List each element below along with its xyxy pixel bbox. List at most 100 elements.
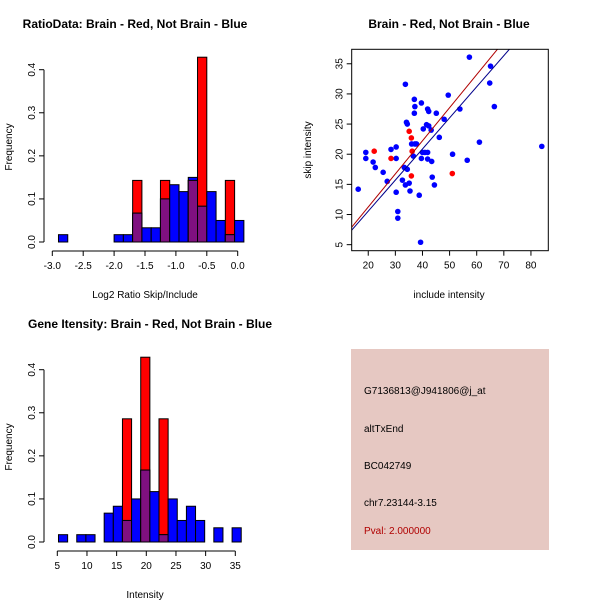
plot-box	[351, 48, 549, 252]
point-not-brain	[538, 143, 545, 150]
bar-not-brain	[176, 519, 187, 543]
y-tick-label: 0.2	[27, 448, 38, 462]
bar-not-brain	[57, 234, 69, 243]
bar-not-brain	[112, 505, 123, 543]
point-not-brain	[411, 110, 418, 117]
x-tick-label: 30	[390, 261, 402, 272]
point-not-brain	[363, 155, 369, 162]
point-not-brain	[425, 123, 432, 129]
bar-not-brain	[85, 534, 96, 543]
point-not-brain	[407, 188, 413, 194]
intensity-histogram: Gene Itensity: Brain - Red, Not Brain - …	[4, 317, 272, 600]
probe-id: G7136813@J941806@j_at	[364, 386, 486, 397]
point-not-brain	[418, 100, 425, 106]
x-tick-label: -1.0	[167, 261, 185, 272]
point-not-brain	[466, 54, 473, 60]
y-tick-label: 5	[335, 241, 346, 247]
intensity-histogram-xlabel: Intensity	[126, 590, 163, 600]
point-not-brain	[464, 157, 471, 164]
intensity-histogram-ylabel: Frequency	[4, 423, 15, 470]
point-not-brain	[416, 192, 423, 199]
bar-overlap	[121, 519, 133, 543]
bar-overlap	[158, 534, 169, 543]
y-tick-label: 35	[335, 58, 346, 70]
y-tick-label: 0.0	[27, 535, 38, 549]
point-not-brain	[388, 146, 394, 153]
bar-not-brain	[169, 184, 180, 243]
x-tick-label: 25	[170, 561, 182, 572]
x-tick-label: 35	[230, 561, 242, 572]
bar-not-brain	[206, 191, 217, 243]
point-brain	[409, 148, 415, 155]
bar-overlap	[159, 198, 171, 243]
point-brain	[408, 173, 415, 179]
point-not-brain	[418, 155, 425, 162]
bar-brain	[224, 179, 236, 243]
bar-not-brain	[195, 519, 206, 543]
point-not-brain	[420, 126, 427, 132]
x-tick-label: 60	[471, 261, 483, 272]
bar-overlap	[132, 212, 143, 243]
x-tick-label: 70	[498, 261, 510, 272]
point-not-brain	[487, 63, 494, 69]
bar-overlap	[187, 179, 199, 243]
point-not-brain	[431, 182, 438, 188]
point-not-brain	[363, 149, 369, 156]
bar-not-brain	[213, 527, 224, 543]
point-not-brain	[355, 186, 362, 192]
point-not-brain	[476, 139, 483, 145]
point-not-brain	[445, 92, 452, 98]
bar-not-brain	[150, 227, 161, 243]
scatter-title: Brain - Red, Not Brain - Blue	[368, 17, 530, 31]
point-not-brain	[428, 158, 435, 165]
x-tick-label: 20	[363, 261, 375, 272]
fit-line-brain	[351, 49, 499, 228]
bar-not-brain	[215, 219, 226, 243]
bar-not-brain	[103, 512, 114, 543]
x-tick-label: 40	[417, 261, 429, 272]
point-not-brain	[433, 110, 440, 117]
bar-overlap	[224, 234, 236, 243]
point-not-brain	[424, 156, 431, 162]
x-tick-label: -2.5	[75, 261, 93, 272]
x-tick-label: 80	[525, 261, 537, 272]
point-not-brain	[394, 215, 401, 221]
scatter-xlabel: include intensity	[413, 290, 484, 301]
y-tick-label: 15	[335, 178, 346, 190]
point-brain	[408, 135, 415, 141]
point-not-brain	[449, 151, 456, 158]
point-brain	[388, 155, 394, 162]
y-tick-label: 0.4	[27, 362, 38, 376]
intensity-histogram-title: Gene Itensity: Brain - Red, Not Brain - …	[28, 317, 272, 331]
y-tick-label: 30	[335, 88, 346, 100]
point-not-brain	[404, 121, 411, 127]
bar-not-brain	[178, 191, 189, 243]
x-tick-label: -3.0	[44, 261, 62, 272]
bar-not-brain	[185, 505, 197, 543]
bar-not-brain	[149, 491, 160, 543]
x-tick-label: -0.5	[198, 261, 216, 272]
bar-brain	[158, 418, 169, 543]
point-brain	[406, 128, 412, 135]
x-tick-label: 30	[200, 561, 212, 572]
point-not-brain	[413, 141, 420, 147]
y-tick-label: 0.3	[27, 105, 38, 119]
event-type: altTxEnd	[364, 424, 404, 435]
scatter-ylabel: skip intensity	[303, 121, 314, 178]
x-tick-label: 5	[55, 561, 61, 572]
intensity-scatter: Brain - Red, Not Brain - Blue include in…	[303, 17, 549, 301]
point-not-brain	[372, 164, 379, 171]
x-tick-label: 20	[141, 561, 153, 572]
point-not-brain	[429, 174, 436, 180]
point-not-brain	[441, 116, 447, 123]
bar-not-brain	[57, 534, 69, 543]
pval: Pval: 2.000000	[364, 526, 431, 537]
bar-not-brain	[76, 534, 87, 543]
point-not-brain	[424, 149, 431, 156]
bar-not-brain	[141, 227, 152, 243]
y-tick-label: 0.1	[27, 192, 38, 206]
point-brain	[371, 148, 378, 155]
x-tick-label: 10	[81, 561, 93, 572]
point-not-brain	[370, 159, 376, 165]
